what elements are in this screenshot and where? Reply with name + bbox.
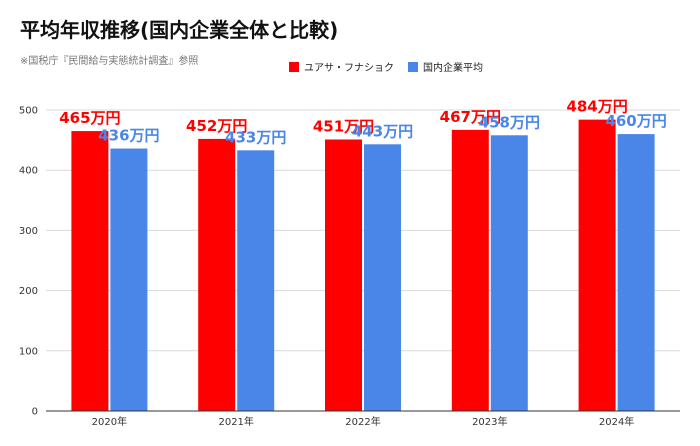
bar-series-1 [110,148,148,411]
data-label-series-1: 458万円 [479,113,540,131]
data-label-series-1: 433万円 [225,128,286,146]
bar-series-0 [71,131,109,411]
bar-series-1 [617,134,655,411]
y-tick-label: 100 [19,346,38,357]
data-label-series-0: 451万円 [313,117,374,135]
grid-lines [46,109,680,352]
x-tick-label: 2021年 [218,415,253,428]
bars [71,119,655,412]
x-tick-label: 2020年 [92,415,127,428]
bar-series-1 [364,144,401,411]
y-tick-label: 200 [19,286,38,297]
legend-label-series-1: 国内企業平均 [423,63,483,74]
bar-series-0 [325,139,362,412]
bar-series-1 [490,135,528,411]
source-note: ※国税庁『民間給与実態統計調査』参照 [20,56,199,67]
bar-series-0 [198,138,236,411]
data-label-series-0: 484万円 [566,98,627,116]
legend-item-series-1: 国内企業平均 [408,59,483,74]
legend-label-series-0: ユアサ・フナショク [304,63,394,74]
axes: 0 100 200 300 400 500 2020年 2021年 2022年 2023年 2024… [19,106,680,428]
y-tick-label: 300 [19,226,38,237]
legend: ユアサ・フナショク 国内企業平均 [289,59,497,74]
bar-series-1 [237,150,275,412]
data-label-series-0: 465万円 [59,109,120,127]
data-label-series-1: 460万円 [605,112,666,130]
x-tick-label: 2024年 [599,415,634,428]
y-tick-label: 400 [19,166,38,177]
chart-title: 平均年収推移(国内企業全体と比較) [20,18,339,42]
bar-series-0 [451,129,489,411]
legend-swatch-red [289,61,299,72]
y-tick-label: 500 [19,106,38,117]
bar-series-0 [578,119,616,411]
y-tick-label: 0 [32,407,38,418]
x-tick-label: 2022年 [345,415,380,428]
data-label-series-1: 436万円 [98,127,159,145]
legend-swatch-blue [408,61,418,72]
x-tick-label: 2023年 [472,415,507,428]
data-label-series-0: 452万円 [186,117,247,135]
data-label-series-1: 443万円 [352,122,413,140]
legend-item-series-0: ユアサ・フナショク [289,59,394,74]
data-label-series-0: 467万円 [440,108,501,126]
